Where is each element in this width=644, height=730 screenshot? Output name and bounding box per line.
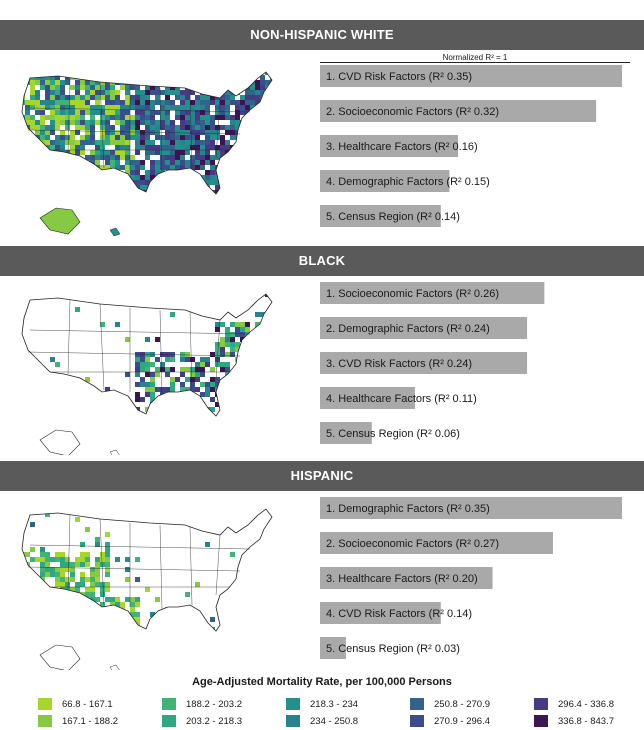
bar — [320, 387, 415, 409]
legend-title: Age-Adjusted Mortality Rate, per 100,000… — [192, 676, 452, 688]
bar-chart-non-hispanic-white: 1. CVD Risk Factors (R² 0.35) 2. Socioeco… — [320, 65, 644, 241]
legend-item: 66.8 - 167.1 — [38, 698, 113, 712]
legend-item: 296.4 - 336.8 — [534, 698, 614, 712]
legend-label: 296.4 - 336.8 — [558, 699, 614, 710]
legend-swatch — [38, 698, 52, 711]
bar-label: 1. Socioeconomic Factors (R² 0.26) — [326, 288, 499, 300]
legend-label: 188.2 - 203.2 — [186, 699, 242, 710]
bar — [320, 135, 459, 157]
bar-chart-svg: 1. Demographic Factors (R² 0.35) 2. Socio… — [320, 497, 622, 659]
legend-swatch — [410, 698, 424, 711]
bar-label: 2. Demographic Factors (R² 0.24) — [326, 323, 490, 335]
bar-chart-black: 1. Socioeconomic Factors (R² 0.26) 2. Dem… — [320, 282, 644, 458]
legend-swatch — [410, 715, 424, 728]
legend-label: 270.9 - 296.4 — [434, 716, 490, 727]
bar-label: 3. CVD Risk Factors (R² 0.24) — [326, 358, 472, 370]
bar-chart-hispanic: 1. Demographic Factors (R² 0.35) 2. Socio… — [320, 497, 644, 673]
map-hispanic — [10, 495, 305, 670]
bar-label: 4. CVD Risk Factors (R² 0.14) — [326, 608, 472, 620]
bar-label: 1. Demographic Factors (R² 0.35) — [326, 503, 490, 515]
bar — [320, 567, 493, 589]
legend-swatch — [162, 698, 176, 711]
legend-item: 250.8 - 270.9 — [410, 698, 490, 712]
bar-chart-svg: 1. Socioeconomic Factors (R² 0.26) 2. Dem… — [320, 282, 545, 444]
bar — [320, 352, 528, 374]
legend-swatch — [286, 715, 300, 728]
legend-swatch — [162, 715, 176, 728]
bar-label: 4. Healthcare Factors (R² 0.11) — [326, 393, 477, 405]
bar-label: 3. Healthcare Factors (R² 0.16) — [326, 141, 478, 153]
us-county-map — [21, 508, 273, 670]
legend-item: 203.2 - 218.3 — [162, 715, 242, 729]
us-county-map — [21, 293, 273, 455]
legend-label: 203.2 - 218.3 — [186, 716, 242, 727]
bar — [320, 602, 441, 624]
panel-header-hispanic: HISPANIC — [0, 461, 644, 491]
legend-item: 167.1 - 188.2 — [38, 715, 118, 729]
legend-label: 234 - 250.8 — [310, 716, 359, 727]
legend-label: 218.3 - 234 — [310, 699, 359, 710]
bar — [320, 317, 528, 339]
legend: 66.8 - 167.1 167.1 - 188.2 188.2 - 203.2 20… — [38, 698, 638, 730]
legend-item: 234 - 250.8 — [286, 715, 358, 729]
panel-header-non-hispanic-white: NON-HISPANIC WHITE — [0, 20, 644, 50]
us-county-map — [21, 71, 273, 237]
bar — [320, 100, 597, 122]
bar — [320, 497, 622, 519]
panel-header-black: BLACK — [0, 246, 644, 276]
bar-label: 5. Census Region (R² 0.03) — [326, 643, 460, 655]
bar-label: 2. Socioeconomic Factors (R² 0.32) — [326, 106, 499, 118]
legend-label: 66.8 - 167.1 — [62, 699, 113, 710]
legend-item: 218.3 - 234 — [286, 698, 358, 712]
legend-swatch — [286, 698, 300, 711]
bar — [320, 282, 545, 304]
bar — [320, 65, 622, 87]
map-non-hispanic-white — [10, 58, 305, 238]
legend-swatch — [38, 715, 52, 728]
legend-label: 167.1 - 188.2 — [62, 716, 118, 727]
bar-label: 5. Census Region (R² 0.14) — [326, 211, 460, 223]
bar-label: 5. Census Region (R² 0.06) — [326, 428, 460, 440]
legend-label: 250.8 - 270.9 — [434, 699, 490, 710]
bar-label: 3. Healthcare Factors (R² 0.20) — [326, 573, 478, 585]
map-black — [10, 280, 305, 455]
bar-label: 2. Socioeconomic Factors (R² 0.27) — [326, 538, 499, 550]
bar — [320, 205, 441, 227]
bar-chart-svg: 1. CVD Risk Factors (R² 0.35) 2. Socioeco… — [320, 65, 622, 227]
normalized-r2-line — [320, 62, 630, 63]
legend-item: 336.8 - 843.7 — [534, 715, 614, 729]
bar-label: 1. CVD Risk Factors (R² 0.35) — [326, 71, 472, 83]
bar — [320, 422, 372, 444]
bar — [320, 637, 346, 659]
legend-item: 188.2 - 203.2 — [162, 698, 242, 712]
legend-swatch — [534, 698, 548, 711]
bar-label: 4. Demographic Factors (R² 0.15) — [326, 176, 490, 188]
legend-label: 336.8 - 843.7 — [558, 716, 614, 727]
legend-item: 270.9 - 296.4 — [410, 715, 490, 729]
normalized-r2-label: Normalized R² = 1 — [442, 53, 508, 62]
bar — [320, 532, 553, 554]
bar — [320, 170, 450, 192]
legend-swatch — [534, 715, 548, 728]
